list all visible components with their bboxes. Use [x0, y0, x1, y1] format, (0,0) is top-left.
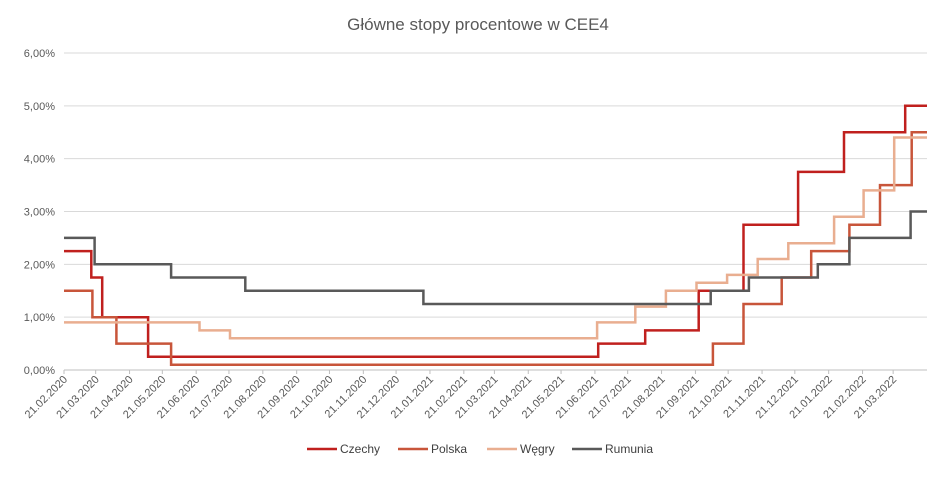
y-axis: 0,00% 1,00% 2,00% 3,00% 4,00% 5,00% 6,00% [24, 48, 55, 377]
y-tick-label: 1,00% [24, 312, 55, 324]
series-line-czechy [64, 104, 927, 359]
y-tick-label: 4,00% [24, 154, 55, 166]
y-tick-label: 3,00% [24, 207, 55, 219]
y-tick-label: 0,00% [24, 365, 55, 377]
legend-label: Węgry [520, 442, 555, 456]
series-line-węgry [64, 136, 927, 340]
y-tick-label: 6,00% [24, 48, 55, 60]
y-tick-label: 5,00% [24, 101, 55, 113]
series-line-polska [64, 131, 927, 366]
legend-label: Polska [431, 442, 467, 456]
series-lines [64, 104, 927, 366]
series-line-rumunia [64, 210, 927, 306]
legend-label: Czechy [340, 442, 380, 456]
y-tick-label: 2,00% [24, 259, 55, 271]
legend: Czechy Polska Węgry Rumunia [307, 442, 653, 456]
chart-title: Główne stopy procentowe w CEE4 [347, 15, 609, 34]
x-axis: 21.02.202021.03.202021.04.202021.05.2020… [23, 369, 927, 421]
legend-label: Rumunia [605, 442, 653, 456]
grid-lines [64, 52, 927, 318]
